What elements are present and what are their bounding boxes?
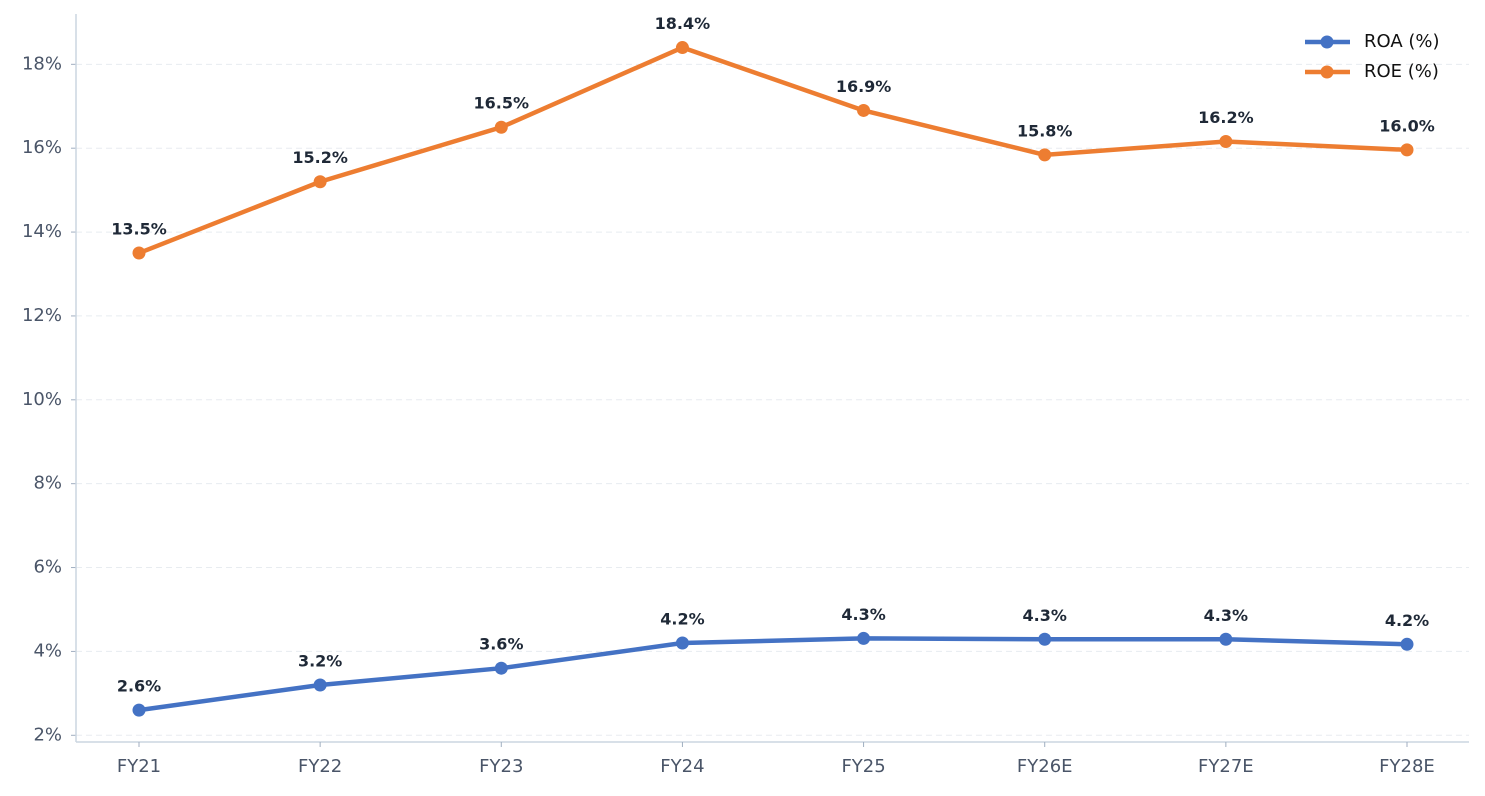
data-point bbox=[857, 631, 871, 645]
data-point bbox=[675, 636, 689, 650]
data-point bbox=[1219, 632, 1233, 646]
series-line bbox=[138, 45, 1408, 256]
data-label: 4.3% bbox=[1204, 606, 1248, 625]
x-tick-label: FY25 bbox=[841, 756, 885, 777]
data-point bbox=[1219, 134, 1233, 148]
data-point bbox=[313, 678, 327, 692]
legend-marker bbox=[1320, 65, 1334, 79]
y-tick-label: 4% bbox=[33, 640, 62, 661]
data-label: 3.2% bbox=[298, 651, 342, 670]
y-tick-label: 6% bbox=[33, 557, 62, 578]
series-line bbox=[138, 636, 1408, 713]
data-point bbox=[1400, 637, 1414, 651]
data-label: 4.2% bbox=[660, 610, 704, 629]
x-tick-label: FY23 bbox=[479, 756, 523, 777]
data-label: 4.3% bbox=[1023, 606, 1067, 625]
data-label: 4.3% bbox=[841, 605, 885, 624]
data-label: 15.8% bbox=[1017, 121, 1073, 140]
legend-label: ROE (%) bbox=[1364, 61, 1439, 82]
data-point bbox=[675, 41, 689, 55]
x-tick-label: FY21 bbox=[117, 756, 161, 777]
y-tick-label: 16% bbox=[22, 137, 62, 158]
x-tick-label: FY27E bbox=[1198, 756, 1254, 777]
data-point bbox=[132, 246, 146, 260]
y-tick-label: 2% bbox=[33, 724, 62, 745]
legend-label: ROA (%) bbox=[1364, 31, 1440, 52]
x-tick-label: FY22 bbox=[298, 756, 342, 777]
data-label: 15.2% bbox=[292, 148, 348, 167]
data-point bbox=[494, 120, 508, 134]
data-label: 16.5% bbox=[474, 94, 530, 113]
data-point bbox=[1400, 143, 1414, 157]
data-label: 2.6% bbox=[117, 677, 161, 696]
data-label: 16.0% bbox=[1379, 116, 1435, 135]
data-label: 4.2% bbox=[1385, 611, 1429, 630]
data-label: 16.2% bbox=[1198, 108, 1254, 127]
data-label: 13.5% bbox=[111, 220, 167, 239]
data-point bbox=[1038, 148, 1052, 162]
y-tick-label: 12% bbox=[22, 305, 62, 326]
x-tick-label: FY28E bbox=[1379, 756, 1435, 777]
y-tick-label: 10% bbox=[22, 389, 62, 410]
y-tick-label: 18% bbox=[22, 53, 62, 74]
data-point bbox=[857, 103, 871, 117]
y-tick-label: 8% bbox=[33, 473, 62, 494]
data-point bbox=[132, 703, 146, 717]
data-label: 3.6% bbox=[479, 635, 523, 654]
data-point bbox=[494, 661, 508, 675]
x-tick-label: FY26E bbox=[1017, 756, 1073, 777]
x-tick-label: FY24 bbox=[660, 756, 704, 777]
data-label: 18.4% bbox=[655, 14, 711, 33]
data-point bbox=[1038, 632, 1052, 646]
data-label: 16.9% bbox=[836, 77, 892, 96]
y-tick-label: 14% bbox=[22, 221, 62, 242]
data-point bbox=[313, 175, 327, 189]
legend-marker bbox=[1320, 35, 1334, 49]
